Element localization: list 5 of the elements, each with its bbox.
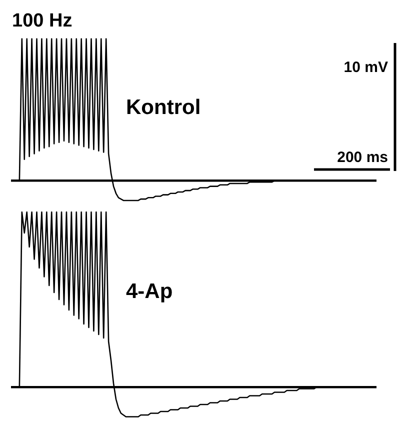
annotation: 4-Ap <box>126 280 173 303</box>
annotation: Kontrol <box>126 96 201 119</box>
chart-title: 100 Hz <box>12 10 72 32</box>
annotation: 10 mV <box>344 59 388 76</box>
annotation: 200 ms <box>337 149 388 166</box>
